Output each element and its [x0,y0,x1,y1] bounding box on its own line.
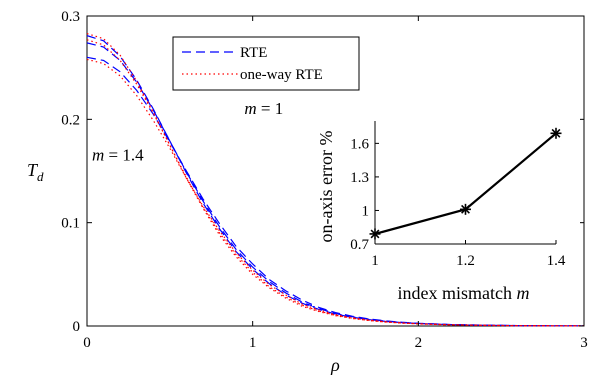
inset-data-point [550,127,562,139]
legend-label-2: one-way RTE [240,67,323,83]
inset-data-point [460,203,471,215]
inset-y-tick-label: 1.6 [350,136,369,152]
inset-y-tick-label: 0.7 [350,237,369,253]
y-tick-label: 0.3 [61,9,80,25]
x-axis-label: ρ [330,355,340,375]
inset-data-point [369,228,381,240]
x-tick-label: 1 [249,335,257,351]
inset-y-tick-label: 1 [362,203,370,219]
y-axis-label: Td [27,160,44,184]
legend: RTE one-way RTE [172,36,360,91]
y-tick-label: 0.2 [61,112,80,128]
main-series-line-4 [86,32,585,327]
inset-y-axis-label: on-axis error % [316,131,336,243]
annotation-2: m = 1.4 [92,146,144,165]
main-series-line-5 [86,39,585,327]
inset-y-tick-label: 1.3 [350,170,369,186]
y-tick-label: 0.1 [61,216,80,232]
legend-box [172,36,360,91]
inset-x-tick-label: 1.4 [547,253,566,269]
x-tick-label: 2 [415,335,423,351]
legend-label-1: RTE [240,45,267,61]
main-series-line-6 [86,58,585,327]
x-tick-label: 0 [83,335,91,351]
y-tick-label: 0 [73,319,81,335]
inset-x-tick-label: 1.2 [456,253,475,269]
inset-x-tick-label: 1 [371,253,379,269]
main-plot: 0 1 2 3 0 0.1 0.2 0.3 ρ Td m = 1 m = 1.4 [27,9,588,375]
inset-background [312,103,580,306]
inset-x-axis-label: index mismatch m [398,283,530,303]
main-axes-box [86,15,585,327]
x-tick-label: 3 [580,335,588,351]
annotation-1: m = 1 [244,99,283,118]
